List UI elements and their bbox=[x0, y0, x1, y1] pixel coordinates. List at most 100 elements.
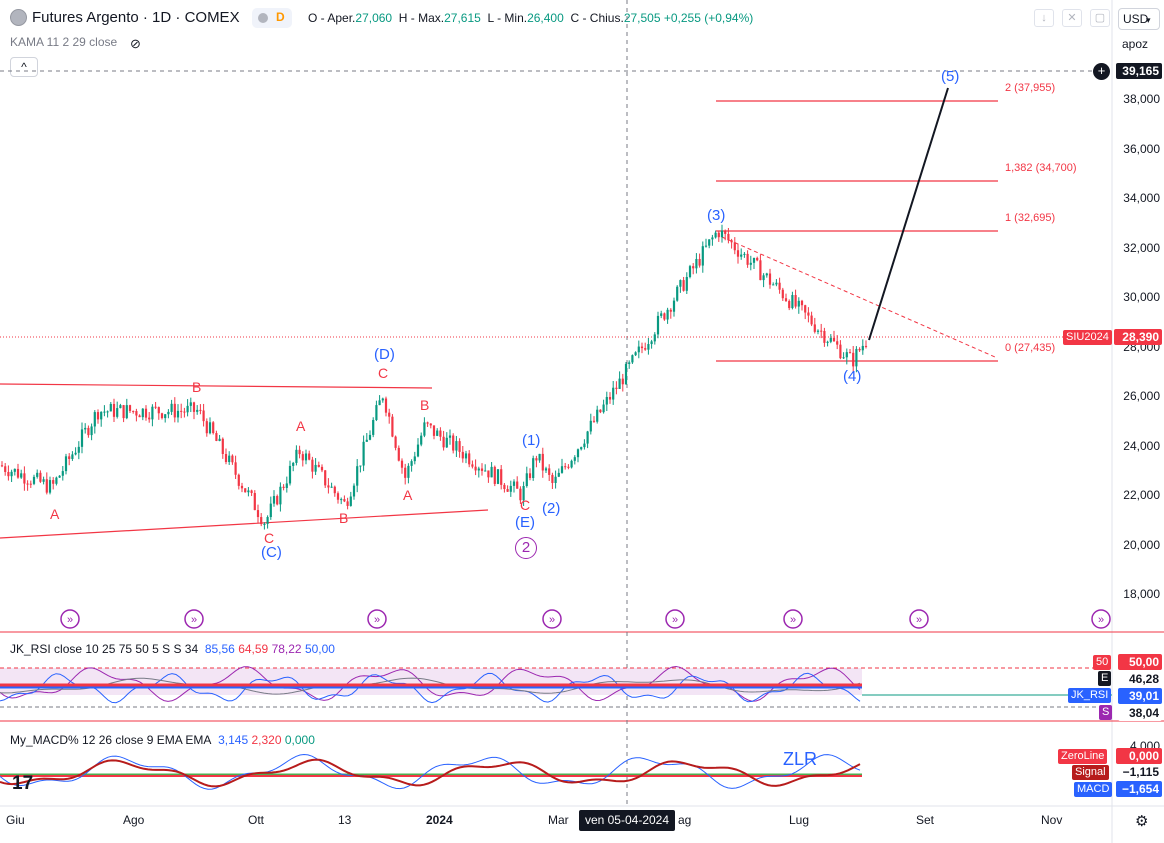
candle-body bbox=[7, 471, 10, 477]
candle-body bbox=[682, 280, 685, 291]
candle-body bbox=[164, 414, 167, 419]
candle-body bbox=[445, 437, 448, 448]
candle-body bbox=[813, 324, 816, 332]
candle-body bbox=[352, 485, 356, 497]
rsi-pane bbox=[0, 665, 1112, 708]
candle-body bbox=[442, 436, 445, 448]
candle-body bbox=[410, 461, 413, 466]
candle-body bbox=[327, 485, 330, 488]
wave-a-label-3: A bbox=[403, 487, 413, 503]
candle-body bbox=[64, 456, 68, 472]
candle-body bbox=[631, 355, 634, 363]
candle-body bbox=[500, 469, 503, 485]
symbol-logo-icon[interactable] bbox=[10, 9, 27, 26]
event-marker-icon bbox=[665, 609, 685, 629]
macd-signal-key: Signal bbox=[1072, 765, 1109, 780]
candle-body bbox=[461, 451, 464, 459]
candle-body bbox=[452, 435, 455, 451]
candle-body bbox=[576, 449, 580, 458]
candle-body bbox=[125, 405, 128, 419]
candle-body bbox=[637, 346, 640, 353]
candle-body bbox=[772, 284, 775, 286]
symbol-title[interactable]: Futures Argento · 1D · COMEX bbox=[32, 9, 240, 26]
candle-body bbox=[656, 315, 660, 335]
candle-body bbox=[260, 517, 263, 525]
macd-zeroline-value: 0,000 bbox=[1116, 748, 1162, 764]
time-axis-label: Nov bbox=[1041, 813, 1063, 827]
candle-body bbox=[23, 473, 26, 484]
candle-body bbox=[496, 469, 500, 484]
time-axis-label: ag bbox=[678, 813, 692, 827]
candle-body bbox=[333, 486, 336, 494]
currency-select[interactable]: USD bbox=[1118, 8, 1160, 30]
candle-body bbox=[708, 239, 711, 246]
maximize-icon[interactable]: ▢ bbox=[1090, 9, 1110, 27]
candle-body bbox=[378, 400, 381, 406]
event-marker-arrow: » bbox=[191, 614, 197, 626]
candle-body bbox=[253, 493, 256, 511]
event-markers: » » » » » » » » bbox=[60, 609, 1111, 629]
candle-body bbox=[538, 453, 541, 461]
candle-body bbox=[100, 411, 103, 420]
candle-body bbox=[247, 490, 250, 493]
candle-body bbox=[103, 411, 106, 413]
wave-c-label-2: C bbox=[378, 365, 389, 381]
eye-slash-icon[interactable]: ⊘ bbox=[130, 36, 141, 51]
candle-body bbox=[340, 499, 343, 501]
download-icon[interactable]: ↓ bbox=[1034, 9, 1054, 27]
collapse-legend-button[interactable]: ^ bbox=[10, 57, 38, 77]
gear-icon[interactable]: ⚙ bbox=[1135, 813, 1149, 830]
wave-5-label: (5) bbox=[941, 68, 960, 85]
event-marker-icon bbox=[909, 609, 929, 629]
candle-body bbox=[669, 309, 672, 312]
candle-body bbox=[592, 420, 596, 422]
symbol-tag: SIU2024 bbox=[1063, 330, 1112, 345]
candle-body bbox=[186, 405, 189, 413]
candle-body bbox=[765, 273, 768, 276]
candle-body bbox=[356, 466, 359, 486]
candle-body bbox=[365, 439, 368, 442]
delayed-flag: D bbox=[276, 10, 285, 24]
candle-body bbox=[746, 253, 749, 265]
add-alert-icon[interactable]: + bbox=[1093, 63, 1110, 80]
candle-body bbox=[298, 449, 301, 455]
candle-body bbox=[314, 464, 317, 472]
macd-title[interactable]: My_MACD% 12 26 close 9 EMA EMA 3,145 2,3… bbox=[10, 733, 315, 747]
candle-body bbox=[503, 484, 506, 490]
wave-c-label-1: C bbox=[264, 530, 275, 546]
candle-body bbox=[407, 465, 410, 478]
close-icon[interactable]: ✕ bbox=[1062, 9, 1082, 27]
time-axis-label: 2024 bbox=[426, 813, 453, 827]
candle-body bbox=[119, 405, 122, 409]
candle-body bbox=[775, 282, 778, 285]
candle-body bbox=[724, 230, 727, 234]
rsi-title[interactable]: JK_RSI close 10 25 75 50 5 S S 34 85,56 … bbox=[10, 642, 335, 656]
wave-b-label-1: B bbox=[192, 379, 202, 395]
candle-body bbox=[727, 233, 730, 241]
candle-body bbox=[740, 254, 743, 257]
candle-body bbox=[244, 488, 247, 493]
candle-body bbox=[144, 408, 148, 418]
candle-body bbox=[829, 337, 832, 342]
candle-body bbox=[842, 357, 845, 359]
candle-body bbox=[170, 403, 173, 412]
event-marker-arrow: » bbox=[1098, 614, 1104, 626]
candle-body bbox=[180, 410, 183, 412]
macd-signal-line bbox=[0, 758, 861, 788]
macd-signal-value: −1,115 bbox=[1116, 764, 1162, 780]
candle-body bbox=[87, 427, 90, 436]
candle-body bbox=[589, 420, 592, 432]
rsi-tag-s-value: 38,04 bbox=[1118, 705, 1162, 721]
scale-mode-label[interactable]: apoz bbox=[1122, 37, 1149, 51]
tradingview-logo[interactable]: 17 bbox=[12, 773, 34, 794]
candle-body bbox=[189, 402, 192, 406]
candle-body bbox=[448, 435, 452, 438]
candle-body bbox=[823, 330, 826, 343]
candle-body bbox=[279, 486, 282, 505]
candle-body bbox=[196, 409, 199, 412]
candle-body bbox=[148, 417, 151, 420]
wave-4-label: (4) bbox=[843, 368, 862, 385]
kama-indicator-label[interactable]: KAMA 11 2 29 close bbox=[10, 35, 118, 49]
circle-2-label: 2 bbox=[515, 537, 537, 559]
